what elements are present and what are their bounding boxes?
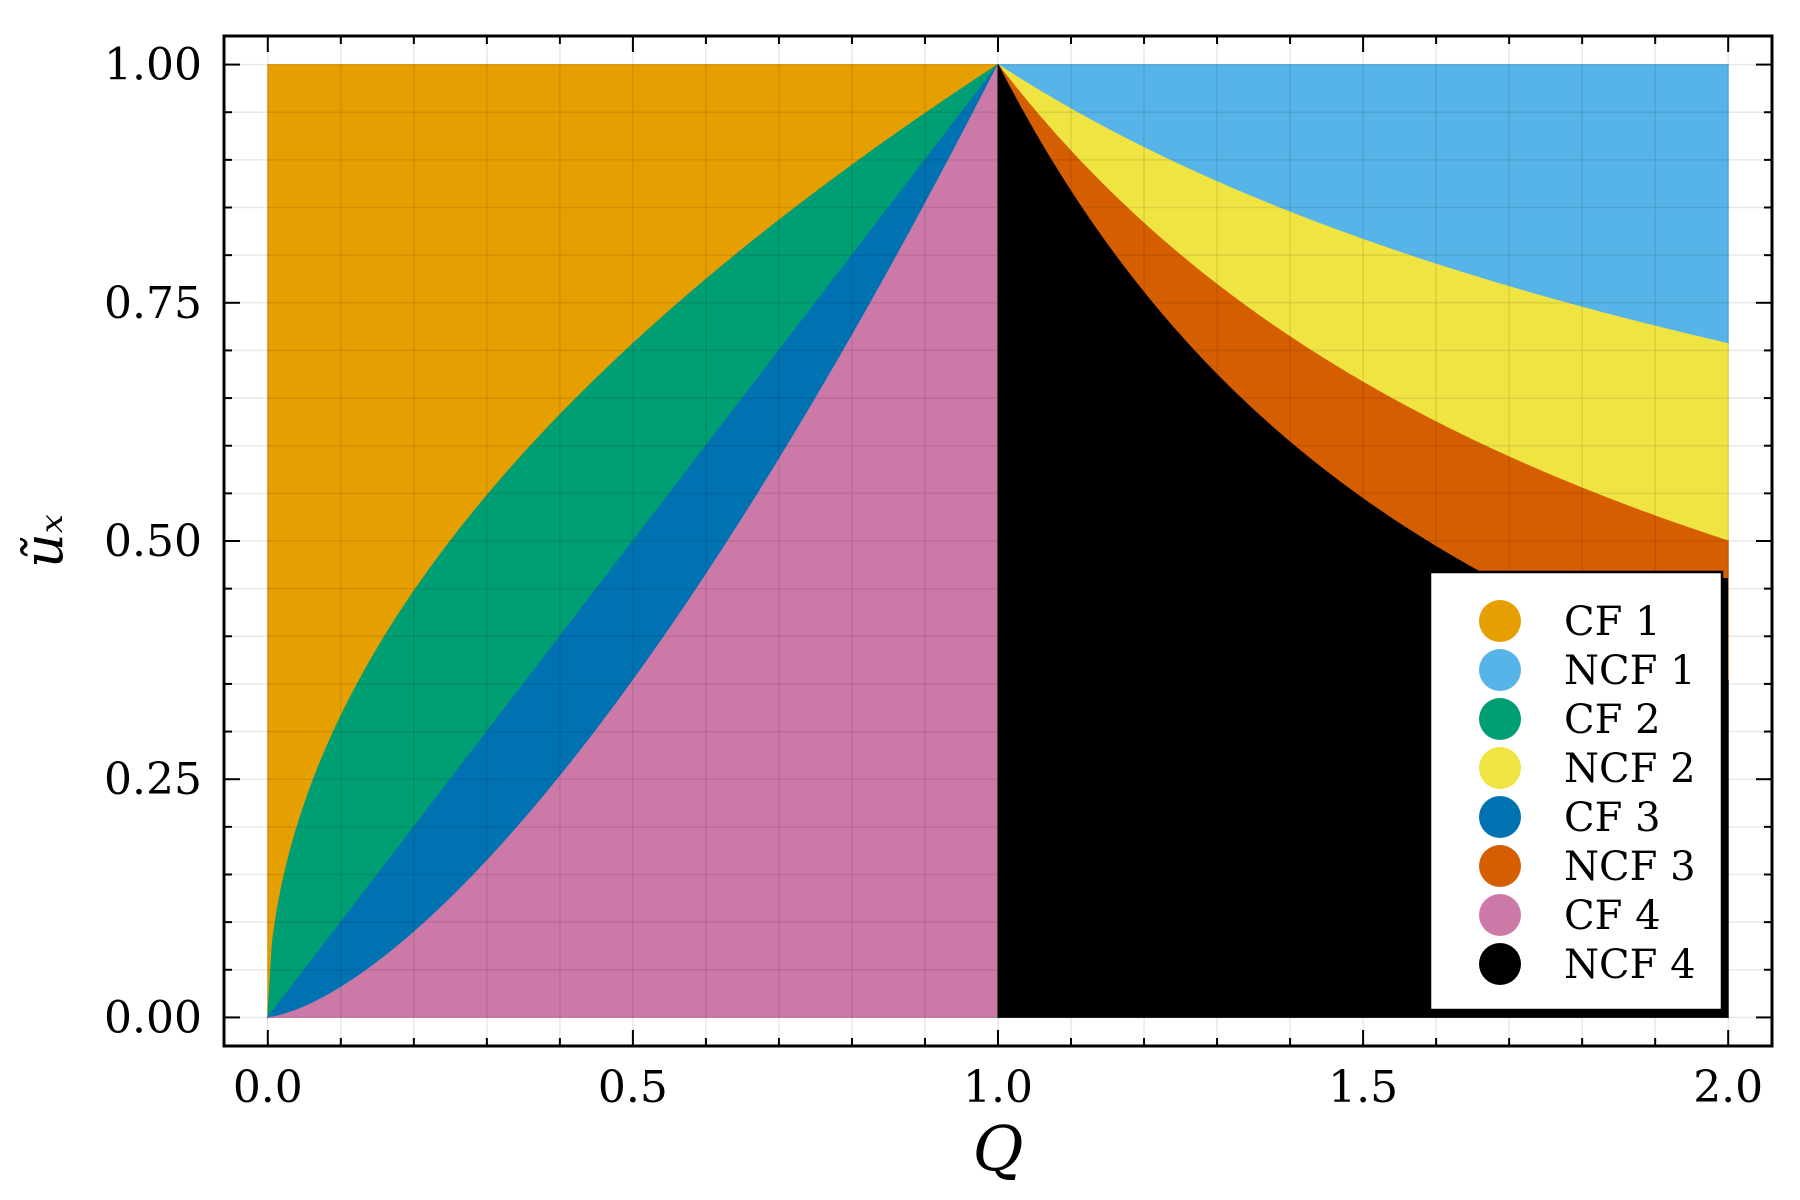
legend-label: NCF 2 [1564, 746, 1696, 792]
legend-marker [1479, 747, 1521, 789]
x-axis-label: Q [973, 1112, 1024, 1185]
legend-marker [1479, 943, 1521, 985]
legend-label: NCF 4 [1564, 942, 1696, 988]
legend-label: CF 3 [1564, 795, 1661, 841]
y-tick-label: 0.50 [104, 516, 202, 567]
legend-marker [1479, 649, 1521, 691]
legend-marker [1479, 894, 1521, 936]
y-axis-label: ũₓ [12, 514, 75, 568]
x-tick-labels: 0.0 0.5 1.0 1.5 2.0 [233, 1062, 1763, 1113]
y-tick-label: 0.00 [104, 992, 202, 1043]
plot-frame [222, 34, 1774, 1048]
x-tick-label: 2.0 [1693, 1062, 1763, 1113]
y-tick-label: 0.25 [104, 754, 202, 805]
legend-label: NCF 3 [1564, 844, 1696, 890]
legend-label: CF 4 [1564, 893, 1661, 939]
y-tick-label: 0.75 [104, 278, 202, 329]
legend-marker [1479, 698, 1521, 740]
x-tick-label: 1.5 [1328, 1062, 1398, 1113]
x-tick-label: 0.5 [598, 1062, 668, 1113]
legend-marker [1479, 845, 1521, 887]
legend-marker [1479, 600, 1521, 642]
x-tick-label: 1.0 [963, 1062, 1033, 1113]
legend-label: CF 1 [1564, 599, 1661, 645]
legend-marker [1479, 796, 1521, 838]
x-tick-label: 0.0 [233, 1062, 303, 1113]
y-tick-labels: 0.00 0.25 0.50 0.75 1.00 [104, 40, 202, 1044]
legend-box [1428, 570, 1724, 1012]
y-tick-label: 1.00 [104, 40, 202, 91]
legend-label: CF 2 [1564, 697, 1661, 743]
legend-label: NCF 1 [1564, 648, 1696, 694]
